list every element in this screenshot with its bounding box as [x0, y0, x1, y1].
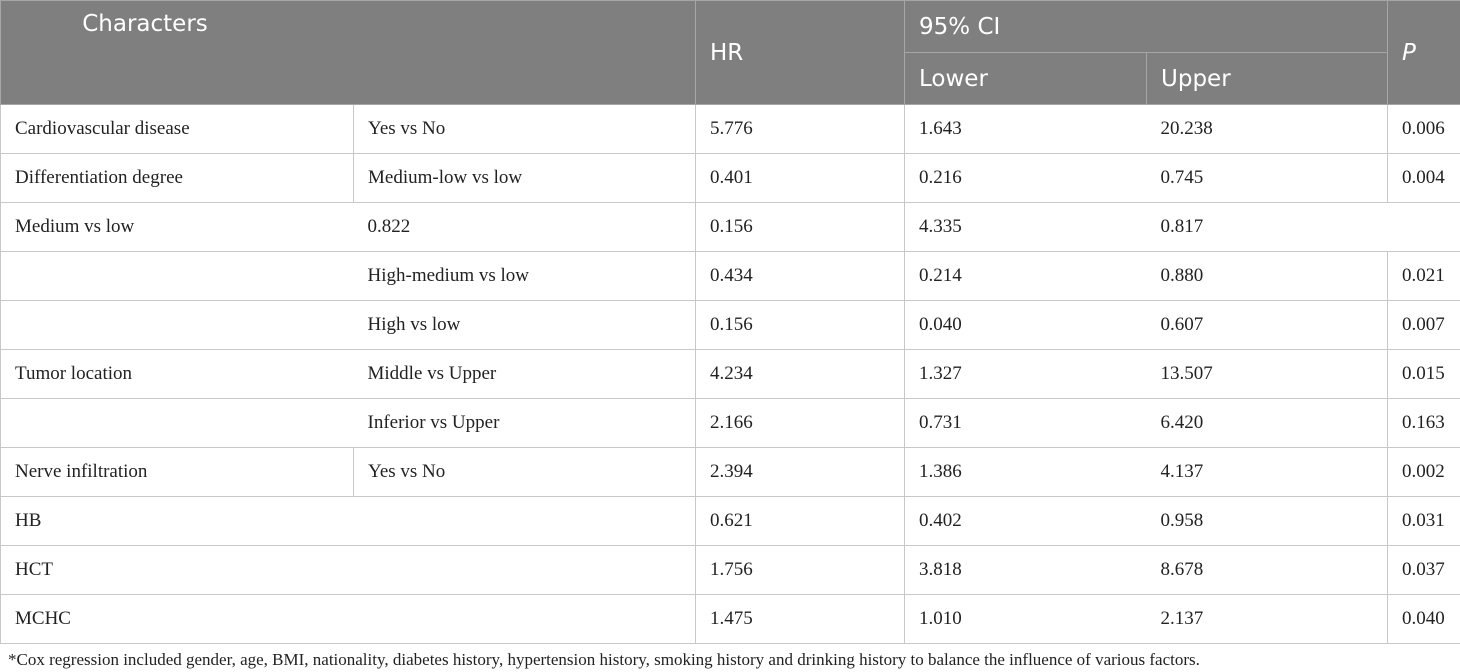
- cell-p: 0.004: [1387, 153, 1460, 203]
- cell-character: [0, 251, 354, 301]
- cell-p: 0.031: [1387, 496, 1460, 546]
- table-row: Differentiation degree Medium-low vs low…: [0, 153, 1460, 203]
- cell-comparison: Inferior vs Upper: [353, 398, 697, 448]
- table-row: Cardiovascular disease Yes vs No 5.776 1…: [0, 104, 1460, 154]
- table-footnote: *Cox regression included gender, age, BM…: [8, 650, 1200, 669]
- cell-hr: 2.394: [695, 447, 906, 497]
- table-row: Medium vs low 0.822 0.156 4.335 0.817: [0, 202, 1460, 252]
- cell-character: [0, 300, 354, 350]
- cell-p: 0.021: [1387, 251, 1460, 301]
- cell-upper: 0.880: [1146, 251, 1389, 301]
- cell-hr: 0.156: [695, 300, 906, 350]
- cell-hr: 1.756: [695, 545, 906, 595]
- cell-character: MCHC: [0, 594, 697, 644]
- cell-character: HCT: [0, 545, 697, 595]
- header-lower: Lower: [904, 52, 1148, 105]
- cell-upper: 0.817: [1146, 202, 1388, 252]
- header-upper: Upper: [1146, 52, 1389, 105]
- cell-lower: 1.010: [904, 594, 1147, 644]
- table-row: Tumor location Middle vs Upper 4.234 1.3…: [0, 349, 1460, 399]
- cell-lower: 0.731: [904, 398, 1147, 448]
- cell-p: 0.006: [1387, 104, 1460, 154]
- cell-character: Differentiation degree: [0, 153, 354, 203]
- cell-lower: 3.818: [904, 545, 1147, 595]
- cell-character: [0, 398, 354, 448]
- cell-comparison: 0.822: [353, 202, 697, 252]
- cell-p: [1387, 202, 1460, 252]
- header-95ci: 95% CI: [904, 0, 1389, 53]
- cell-lower: 1.386: [904, 447, 1147, 497]
- cell-comparison: High-medium vs low: [353, 251, 697, 301]
- cell-hr: 2.166: [695, 398, 906, 448]
- table-row: Inferior vs Upper 2.166 0.731 6.420 0.16…: [0, 398, 1460, 448]
- cell-comparison: Medium-low vs low: [353, 153, 697, 203]
- cell-upper: 13.507: [1146, 349, 1389, 399]
- cell-character: Medium vs low: [0, 202, 354, 252]
- cell-p: 0.037: [1387, 545, 1460, 595]
- cell-lower: 0.214: [904, 251, 1147, 301]
- table-row: HCT 1.756 3.818 8.678 0.037: [0, 545, 1460, 595]
- cell-comparison: Middle vs Upper: [353, 349, 697, 399]
- cell-upper: 0.958: [1146, 496, 1389, 546]
- table-row: Nerve infiltration Yes vs No 2.394 1.386…: [0, 447, 1460, 497]
- cell-hr: 1.475: [695, 594, 906, 644]
- cell-character: Nerve infiltration: [0, 447, 354, 497]
- cell-p: 0.015: [1387, 349, 1460, 399]
- cell-hr: 0.621: [695, 496, 906, 546]
- cell-p: 0.040: [1387, 594, 1460, 644]
- cell-upper: 0.745: [1146, 153, 1389, 203]
- table-row: HB 0.621 0.402 0.958 0.031: [0, 496, 1460, 546]
- cell-hr: 0.401: [695, 153, 906, 203]
- cell-comparison: Yes vs No: [353, 104, 697, 154]
- cell-comparison: High vs low: [353, 300, 697, 350]
- header-characters: Characters: [0, 0, 697, 105]
- cell-lower: 1.643: [904, 104, 1147, 154]
- cell-character: Cardiovascular disease: [0, 104, 354, 154]
- cell-character: HB: [0, 496, 697, 546]
- header-p: P: [1387, 0, 1460, 105]
- cell-hr: 4.234: [695, 349, 906, 399]
- cell-p: 0.007: [1387, 300, 1460, 350]
- cell-upper: 6.420: [1146, 398, 1389, 448]
- cell-character: Tumor location: [0, 349, 354, 399]
- cell-hr: 0.434: [695, 251, 906, 301]
- table-row: High vs low 0.156 0.040 0.607 0.007: [0, 300, 1460, 350]
- cell-hr: 0.156: [695, 202, 906, 252]
- cell-upper: 0.607: [1146, 300, 1389, 350]
- cell-upper: 20.238: [1146, 104, 1389, 154]
- header-hr: HR: [695, 0, 906, 105]
- cox-regression-table: Characters HR 95% CI P Lower Upper Cardi…: [0, 0, 1460, 644]
- cell-p: 0.163: [1387, 398, 1460, 448]
- cell-p: 0.002: [1387, 447, 1460, 497]
- cell-upper: 2.137: [1146, 594, 1389, 644]
- cell-upper: 8.678: [1146, 545, 1389, 595]
- cell-comparison: Yes vs No: [353, 447, 697, 497]
- cell-lower: 1.327: [904, 349, 1147, 399]
- cell-upper: 4.137: [1146, 447, 1389, 497]
- cell-hr: 5.776: [695, 104, 906, 154]
- cell-lower: 0.216: [904, 153, 1147, 203]
- cell-lower: 0.040: [904, 300, 1147, 350]
- cell-lower: 4.335: [904, 202, 1147, 252]
- table-row: MCHC 1.475 1.010 2.137 0.040: [0, 594, 1460, 644]
- table-row: High-medium vs low 0.434 0.214 0.880 0.0…: [0, 251, 1460, 301]
- cell-lower: 0.402: [904, 496, 1147, 546]
